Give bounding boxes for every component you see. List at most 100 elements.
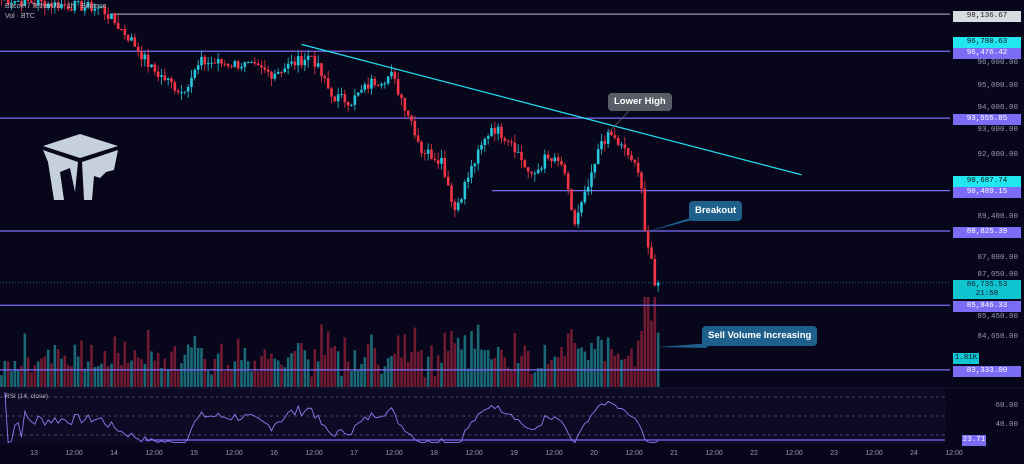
volume-bar bbox=[173, 346, 177, 387]
candle-body bbox=[523, 160, 527, 168]
volume-bar bbox=[303, 350, 307, 387]
volume-bar bbox=[553, 356, 557, 387]
candle-body bbox=[483, 138, 487, 145]
candle-body bbox=[266, 69, 270, 72]
price-tick: 87,800.00 bbox=[977, 254, 1018, 262]
candle-body bbox=[110, 13, 113, 20]
annotation-lower-high: Lower High bbox=[608, 93, 672, 111]
volume-bar bbox=[590, 342, 593, 387]
volume-bar bbox=[23, 333, 27, 387]
candle-body bbox=[280, 71, 283, 73]
volume-bar bbox=[586, 359, 590, 387]
time-tick: 12:00 bbox=[65, 450, 83, 457]
volume-bar bbox=[13, 361, 17, 387]
candle-body bbox=[60, 4, 63, 9]
time-tick: 22 bbox=[750, 450, 758, 457]
volume-bar bbox=[306, 359, 310, 387]
volume-bar bbox=[203, 358, 207, 387]
volume-bar bbox=[90, 344, 93, 387]
candle-body bbox=[10, 3, 13, 5]
candle-body bbox=[440, 157, 443, 164]
candle-body bbox=[383, 83, 387, 85]
candle-body bbox=[193, 69, 197, 78]
volume-bar bbox=[40, 358, 43, 387]
candle-body bbox=[240, 66, 243, 69]
candle-body bbox=[120, 29, 123, 31]
volume-bar bbox=[276, 360, 280, 387]
candle-body bbox=[323, 76, 327, 79]
candle-body bbox=[413, 120, 417, 136]
candle-body bbox=[116, 23, 120, 30]
candle-body bbox=[480, 144, 483, 150]
volume-bar bbox=[356, 370, 360, 387]
volume-bar bbox=[26, 357, 30, 387]
candle-body bbox=[146, 54, 150, 68]
lower-high-pointer bbox=[607, 109, 631, 134]
candle-body bbox=[570, 189, 573, 211]
volume-bar bbox=[66, 365, 70, 387]
volume-bar bbox=[476, 324, 480, 387]
volume-bar bbox=[646, 297, 650, 387]
volume-bar bbox=[250, 371, 253, 387]
candle-body bbox=[393, 71, 397, 80]
candle-body bbox=[156, 71, 160, 77]
volume-bar bbox=[456, 337, 460, 387]
candle-body bbox=[90, 2, 93, 11]
sell-volume-pointer bbox=[658, 343, 712, 348]
volume-bar bbox=[656, 332, 660, 387]
candle-body bbox=[330, 88, 333, 97]
volume-bar bbox=[273, 358, 277, 387]
volume-bar bbox=[310, 376, 313, 387]
candle-body bbox=[33, 3, 37, 5]
candle-body bbox=[190, 77, 193, 87]
candle-body bbox=[520, 151, 523, 161]
candle-body bbox=[106, 14, 110, 20]
candle-body bbox=[93, 8, 97, 11]
candle-body bbox=[183, 91, 187, 93]
volume-bar bbox=[126, 362, 130, 387]
volume-bar bbox=[540, 368, 543, 387]
volume-bar bbox=[570, 329, 573, 387]
volume-bar bbox=[403, 334, 407, 387]
volume-bar bbox=[163, 358, 167, 387]
volume-bar bbox=[30, 372, 33, 387]
volume-bar bbox=[20, 365, 23, 387]
candle-body bbox=[286, 63, 290, 69]
candle-body bbox=[333, 96, 337, 102]
rsi-line bbox=[4, 392, 659, 444]
candle-body bbox=[293, 61, 297, 66]
volume-bar bbox=[600, 339, 603, 387]
volume-bar bbox=[530, 374, 533, 387]
volume-bar bbox=[606, 337, 610, 387]
volume-bar bbox=[493, 357, 497, 387]
candle-body bbox=[550, 158, 553, 162]
candle-body bbox=[476, 149, 480, 164]
price-tick: 95,000.00 bbox=[977, 82, 1018, 90]
candle-body bbox=[360, 89, 363, 93]
time-tick: 23 bbox=[830, 450, 838, 457]
volume-bar bbox=[160, 368, 163, 387]
candle-body bbox=[600, 141, 603, 150]
volume-bar bbox=[563, 356, 567, 387]
candle-body bbox=[80, 1, 83, 11]
candle-body bbox=[50, 3, 53, 7]
candle-body bbox=[186, 86, 190, 92]
candle-body bbox=[13, 1, 17, 4]
candle-body bbox=[30, 0, 33, 4]
time-tick: 16 bbox=[270, 450, 278, 457]
candle-body bbox=[530, 171, 533, 174]
candle-body bbox=[636, 162, 640, 173]
brand-logo-icon bbox=[43, 134, 118, 200]
candle-body bbox=[633, 160, 637, 163]
volume-bar bbox=[496, 346, 500, 387]
volume-bar bbox=[533, 372, 537, 387]
candle-body bbox=[623, 144, 627, 149]
candle-body bbox=[370, 78, 373, 89]
volume-bar bbox=[193, 335, 197, 387]
time-tick: 12:00 bbox=[385, 450, 403, 457]
candle-body bbox=[653, 258, 657, 286]
candle-body bbox=[610, 131, 613, 136]
volume-bar bbox=[483, 350, 487, 387]
candle-body bbox=[526, 167, 530, 172]
